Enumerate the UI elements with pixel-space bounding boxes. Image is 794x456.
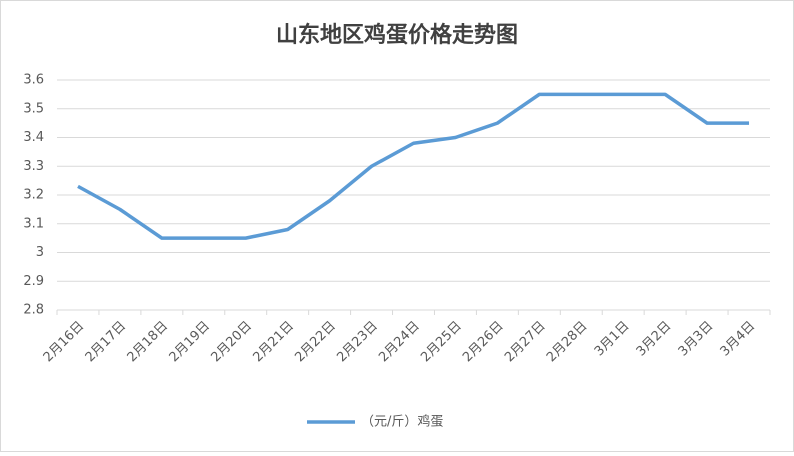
y-tick-label: 3.2 (23, 188, 44, 203)
line-series (77, 92, 750, 240)
y-tick-label: 3.5 (23, 101, 44, 116)
y-tick-label: 3 (36, 245, 44, 260)
y-tick-label: 2.8 (23, 303, 44, 318)
y-tick-label: 3.4 (23, 130, 44, 145)
y-tick-label: 3.6 (23, 73, 44, 88)
y-tick-label: 3.1 (23, 216, 44, 231)
legend-label: （元/斤）鸡蛋 (361, 414, 443, 430)
y-tick-label: 3.3 (23, 159, 44, 174)
y-tick-label: 2.9 (23, 274, 44, 289)
chart-title: 山东地区鸡蛋价格走势图 (276, 22, 518, 48)
